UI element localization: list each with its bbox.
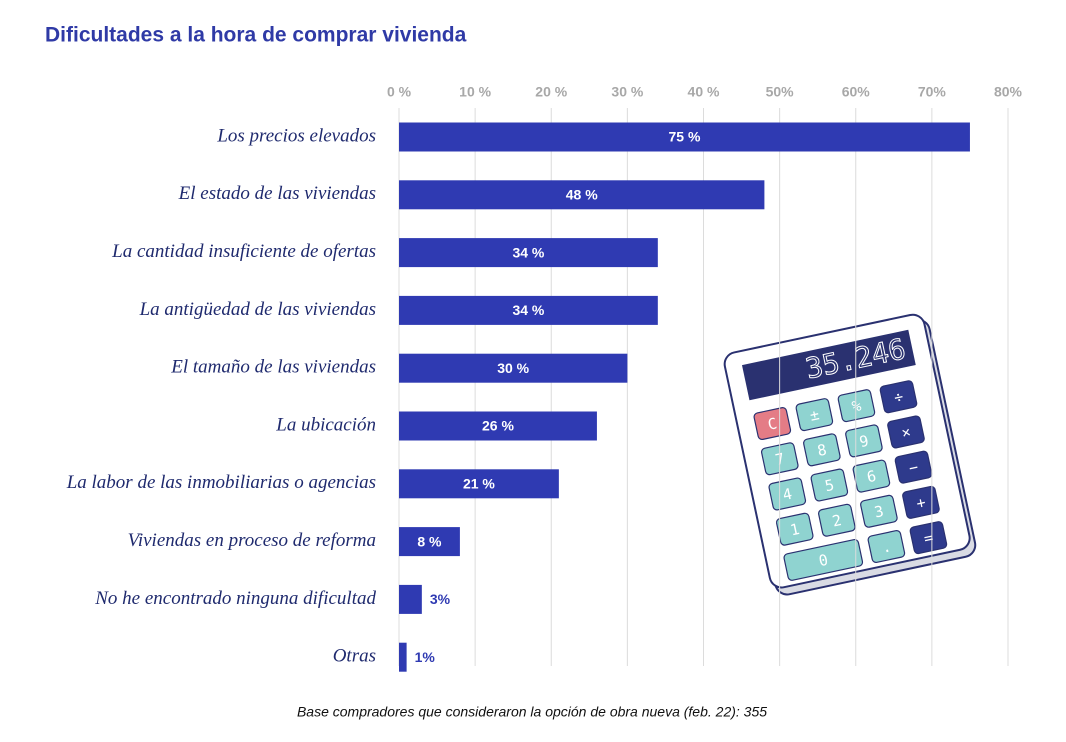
y-tick-label: No he encontrado ninguna dificultad (94, 588, 376, 609)
value-label: 30 % (497, 360, 529, 376)
calculator-key (879, 380, 918, 414)
calculator-key-label: ÷ (892, 387, 905, 406)
bar (399, 353, 628, 383)
value-label: 34 % (512, 302, 544, 318)
calculator-key-label: 1 (789, 520, 802, 539)
bar (399, 238, 658, 268)
value-label: 1% (415, 649, 436, 665)
x-tick-label: 10 % (459, 84, 491, 100)
x-tick-label: 30 % (611, 84, 643, 100)
calculator-key-label: C (766, 414, 779, 433)
value-label: 21 % (463, 476, 495, 492)
value-label: 75 % (669, 129, 701, 145)
bar (399, 180, 765, 210)
calculator-key (860, 494, 898, 528)
bar (399, 122, 970, 152)
calculator-key (837, 389, 876, 423)
calculator-key (768, 477, 807, 511)
calculator-key-label: + (915, 493, 928, 512)
x-tick-label: 50% (766, 84, 795, 100)
y-tick-label: Viviendas en proceso de reforma (128, 530, 376, 551)
bar (399, 411, 597, 441)
calculator-key (795, 398, 834, 432)
calculator-key-label: 3 (873, 502, 886, 521)
y-tick-label: El tamaño de las viviendas (170, 357, 376, 378)
x-tick-label: 0 % (387, 84, 412, 100)
x-tick-label: 40 % (688, 84, 720, 100)
x-tick-label: 20 % (535, 84, 567, 100)
y-tick-label: La cantidad insuficiente de ofertas (111, 241, 376, 262)
calculator-key-label: 2 (831, 511, 844, 530)
calculator-key-label: × (900, 423, 913, 442)
bar (399, 469, 559, 499)
calculator-key (803, 433, 841, 467)
calculator-key-label: . (880, 537, 893, 556)
calculator-key (902, 485, 940, 519)
value-label: 34 % (512, 244, 544, 260)
y-tick-label: Los precios elevados (216, 125, 376, 146)
note: Base compradores que consideraron la opc… (297, 704, 767, 720)
calculator-key-label: 5 (823, 476, 836, 495)
bar (399, 642, 407, 672)
y-tick-label: La antigüedad de las viviendas (139, 299, 376, 320)
calculator-key (894, 450, 933, 484)
bar (399, 295, 658, 325)
calculator-key-label: 0 (817, 551, 830, 570)
bar (399, 584, 422, 614)
bar (399, 527, 460, 557)
y-tick-label: La ubicación (275, 414, 376, 435)
calculator-key (845, 424, 883, 458)
value-label: 48 % (566, 187, 598, 203)
calculator-key (909, 521, 948, 555)
x-tick-label: 60% (842, 84, 871, 100)
calculator-key (753, 407, 792, 441)
calculator-key-label: − (907, 458, 920, 477)
calculator-key-label: 8 (816, 441, 829, 460)
calculator-key (810, 468, 849, 502)
calculator-key (775, 512, 814, 546)
calculator: 35.246 C ±% ÷7 8 9 ×4 5 6 −1 2 3 +0. = (723, 313, 977, 596)
calculator-display (741, 329, 916, 401)
y-tick-label: El estado de las viviendas (178, 183, 376, 204)
value-label: 3% (430, 591, 451, 607)
calculator-key-label: ± (808, 405, 821, 424)
y-tick-label: La labor de las inmobiliarias o agencias (66, 472, 376, 493)
chart-title: Dificultades a la hora de comprar vivien… (45, 24, 467, 47)
calculator-key-label: 6 (865, 467, 878, 486)
calculator-key (887, 415, 925, 449)
x-tick-label: 70% (918, 84, 947, 100)
calculator-key-label: 9 (858, 432, 871, 451)
calculator-key (783, 538, 864, 581)
calculator-key (867, 530, 906, 564)
calculator-key-label: % (850, 396, 863, 415)
value-label: 8 % (417, 533, 442, 549)
y-tick-label: Otras (333, 646, 376, 667)
calculator-key (818, 503, 856, 537)
x-tick-label: 80% (994, 84, 1023, 100)
value-label: 26 % (482, 418, 514, 434)
calculator-key-label: 4 (781, 485, 794, 504)
